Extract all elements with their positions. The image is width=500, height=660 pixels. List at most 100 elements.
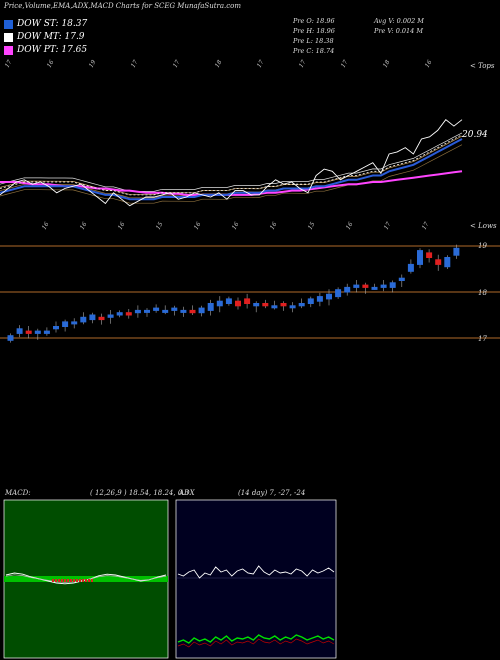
candle-body [407,263,414,272]
ema-band-0 [0,144,463,204]
macd-hist-bar [91,579,93,582]
top-tick-label: 18 [382,59,392,69]
top-tick-label: 17 [340,59,350,69]
macd-hist-bar [88,579,90,582]
candle-body [98,316,105,321]
candle-body [80,316,87,323]
candle-body [307,298,314,304]
macd-hist-bar [55,579,57,582]
macd-hist-bar [85,579,87,582]
candle-body [225,298,232,304]
legend-dow-pt: DOW PT: 17.65 [4,45,87,55]
top-tick-label: 17 [130,59,140,69]
top-tick-label: 17 [4,59,14,69]
tops-label: < Tops [470,62,495,70]
level-18: 18 [478,289,487,297]
adx-plus-di-line [177,565,335,579]
lows-label: < Lows [470,222,497,230]
bottom-tick-label: 16 [117,221,127,231]
candle-body [43,330,50,334]
candle-body [116,312,123,316]
top-tick-label: 17 [172,59,182,69]
macd-hist-bar [79,579,81,582]
mt-dotted-line [0,134,463,196]
adx-params: (14 day) 7, -27, -24 [238,489,306,497]
bottom-tick-label: 16 [193,221,203,231]
adx-line [177,634,335,644]
macd-hist-bar [52,579,54,582]
candle-body [344,286,351,293]
candle-body [362,284,369,288]
level-19: 19 [478,242,487,250]
legend-label: DOW PT: 17.65 [17,45,88,55]
candle-body [180,309,187,313]
macd-hist-bar [64,579,66,582]
bottom-tick-label: 16 [269,221,279,231]
macd-params: ( 12,26,9 ) 18.54, 18.24, 0.3 [90,489,189,497]
candle-body [134,309,141,314]
candle-body [244,298,251,304]
candle-body [216,300,223,307]
pre-low: Pre L: 18.38 [293,37,334,45]
pt-line [0,170,463,196]
macd-hist-bar [61,579,63,582]
candle-body [71,321,78,325]
candle-body [153,307,160,311]
candle-body [353,284,360,288]
top-tick-label: 19 [88,59,98,69]
candle-body [417,250,423,265]
macd-hist-bar [58,579,60,582]
top-tick-label: 16 [424,59,434,69]
avg-volume: Avg V: 0.002 M [374,17,424,25]
price-line [0,119,463,207]
bottom-tick-label: 16 [41,221,51,231]
bottom-tick-label: 15 [155,221,165,231]
candle-body [7,335,14,341]
volume-block: Avg V: 0.002 M Pre V: 0.014 M [374,17,424,37]
candle-body [235,300,241,307]
candle-body [335,289,342,298]
bottom-tick-label: 15 [307,221,317,231]
candle-body [107,314,114,318]
candle-body [326,293,332,300]
candle-body [62,321,69,327]
swatch-icon [4,32,13,42]
candle-body [189,309,196,314]
chart-title: Price,Volume,EMA,ADX,MACD Charts for SCE… [4,2,242,10]
candle-body [53,326,59,330]
swatch-icon [4,45,13,55]
candle-body [207,303,214,311]
st-line [0,138,463,201]
candle-body [34,330,41,334]
legend-dow-mt: DOW MT: 17.9 [4,32,85,42]
level-17: 17 [478,335,487,343]
candle-body [25,330,32,334]
adx-minus-line [177,638,335,648]
candle-body [253,303,260,307]
ema-band-1 [0,138,463,199]
ema-band-3 [0,132,463,192]
candle-body [125,312,132,316]
candle-body [289,305,296,309]
candle-body [371,286,378,290]
pre-open: Pre O: 18.96 [293,17,335,25]
candle-body [316,296,323,302]
macd-hist-bar [76,579,78,582]
candle-body [144,309,150,313]
candle-body [89,314,96,321]
candle-body [453,247,460,256]
candle-body [280,303,287,307]
last-value: 20.94 [462,130,488,140]
macd-hist-bar [82,579,84,582]
legend-label: DOW MT: 17.9 [17,32,85,42]
top-tick-label: 16 [46,59,56,69]
legend-label: DOW ST: 18.37 [17,19,88,29]
candle-body [298,303,305,307]
top-tick-label: 17 [298,59,308,69]
candle-body [380,284,387,288]
adx-label: ADX [179,489,195,497]
macd-hist-bar [67,579,69,582]
ohlc-block: Pre O: 18.96 Pre H: 18.96 Pre L: 18.38 P… [293,17,335,57]
bottom-tick-label: 17 [421,221,431,231]
